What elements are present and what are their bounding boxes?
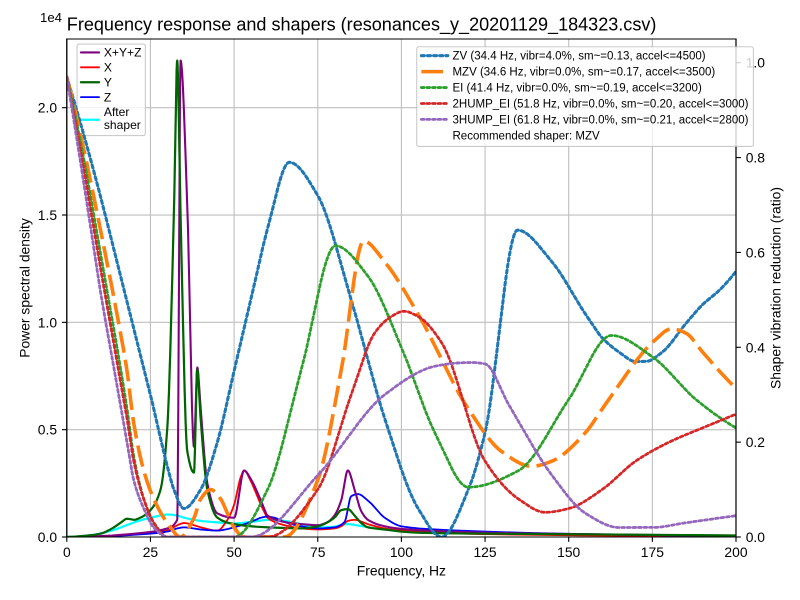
svg-text:200: 200 [724, 544, 747, 560]
svg-text:shaper: shaper [104, 118, 141, 132]
svg-text:125: 125 [473, 544, 496, 560]
svg-text:Shaper vibration reduction (ra: Shaper vibration reduction (ratio) [768, 187, 784, 389]
svg-text:0.4: 0.4 [746, 339, 766, 355]
svg-text:EI (41.4 Hz, vibr=0.0%, sm~=0.: EI (41.4 Hz, vibr=0.0%, sm~=0.19, accel<… [452, 83, 701, 95]
svg-text:Frequency response and shapers: Frequency response and shapers (resonanc… [67, 15, 657, 36]
svg-text:0.6: 0.6 [746, 244, 766, 260]
svg-text:ZV (34.4 Hz, vibr=4.0%, sm~=0.: ZV (34.4 Hz, vibr=4.0%, sm~=0.13, accel<… [452, 51, 705, 63]
svg-text:175: 175 [641, 544, 664, 560]
svg-text:2.0: 2.0 [38, 100, 58, 116]
svg-text:MZV (34.6 Hz, vibr=0.0%, sm~=0: MZV (34.6 Hz, vibr=0.0%, sm~=0.17, accel… [452, 67, 715, 79]
svg-text:75: 75 [310, 544, 326, 560]
svg-text:2HUMP_EI (51.8 Hz, vibr=0.0%,: 2HUMP_EI (51.8 Hz, vibr=0.0%, sm~=0.20, … [452, 99, 748, 111]
svg-text:Frequency, Hz: Frequency, Hz [357, 562, 446, 578]
svg-text:100: 100 [390, 544, 413, 560]
svg-text:0.0: 0.0 [746, 529, 766, 545]
svg-text:0: 0 [63, 544, 71, 560]
svg-text:3HUMP_EI (61.8 Hz, vibr=0.0%,: 3HUMP_EI (61.8 Hz, vibr=0.0%, sm~=0.21, … [452, 114, 748, 126]
svg-text:25: 25 [143, 544, 159, 560]
svg-text:0.2: 0.2 [746, 434, 766, 450]
svg-text:150: 150 [557, 544, 580, 560]
svg-text:Z: Z [104, 90, 111, 104]
svg-text:0.0: 0.0 [38, 529, 58, 545]
svg-text:1.5: 1.5 [38, 207, 58, 223]
svg-text:Y: Y [104, 75, 112, 89]
svg-text:X: X [104, 61, 112, 75]
svg-text:0.5: 0.5 [38, 422, 58, 438]
svg-text:50: 50 [226, 544, 242, 560]
svg-text:0.8: 0.8 [746, 150, 766, 166]
svg-text:X+Y+Z: X+Y+Z [104, 46, 142, 60]
svg-text:After: After [104, 105, 130, 119]
svg-text:Recommended shaper: MZV: Recommended shaper: MZV [452, 130, 600, 142]
svg-text:1e4: 1e4 [40, 10, 62, 25]
svg-text:1.0: 1.0 [38, 314, 58, 330]
svg-text:Power spectral density: Power spectral density [16, 218, 32, 358]
